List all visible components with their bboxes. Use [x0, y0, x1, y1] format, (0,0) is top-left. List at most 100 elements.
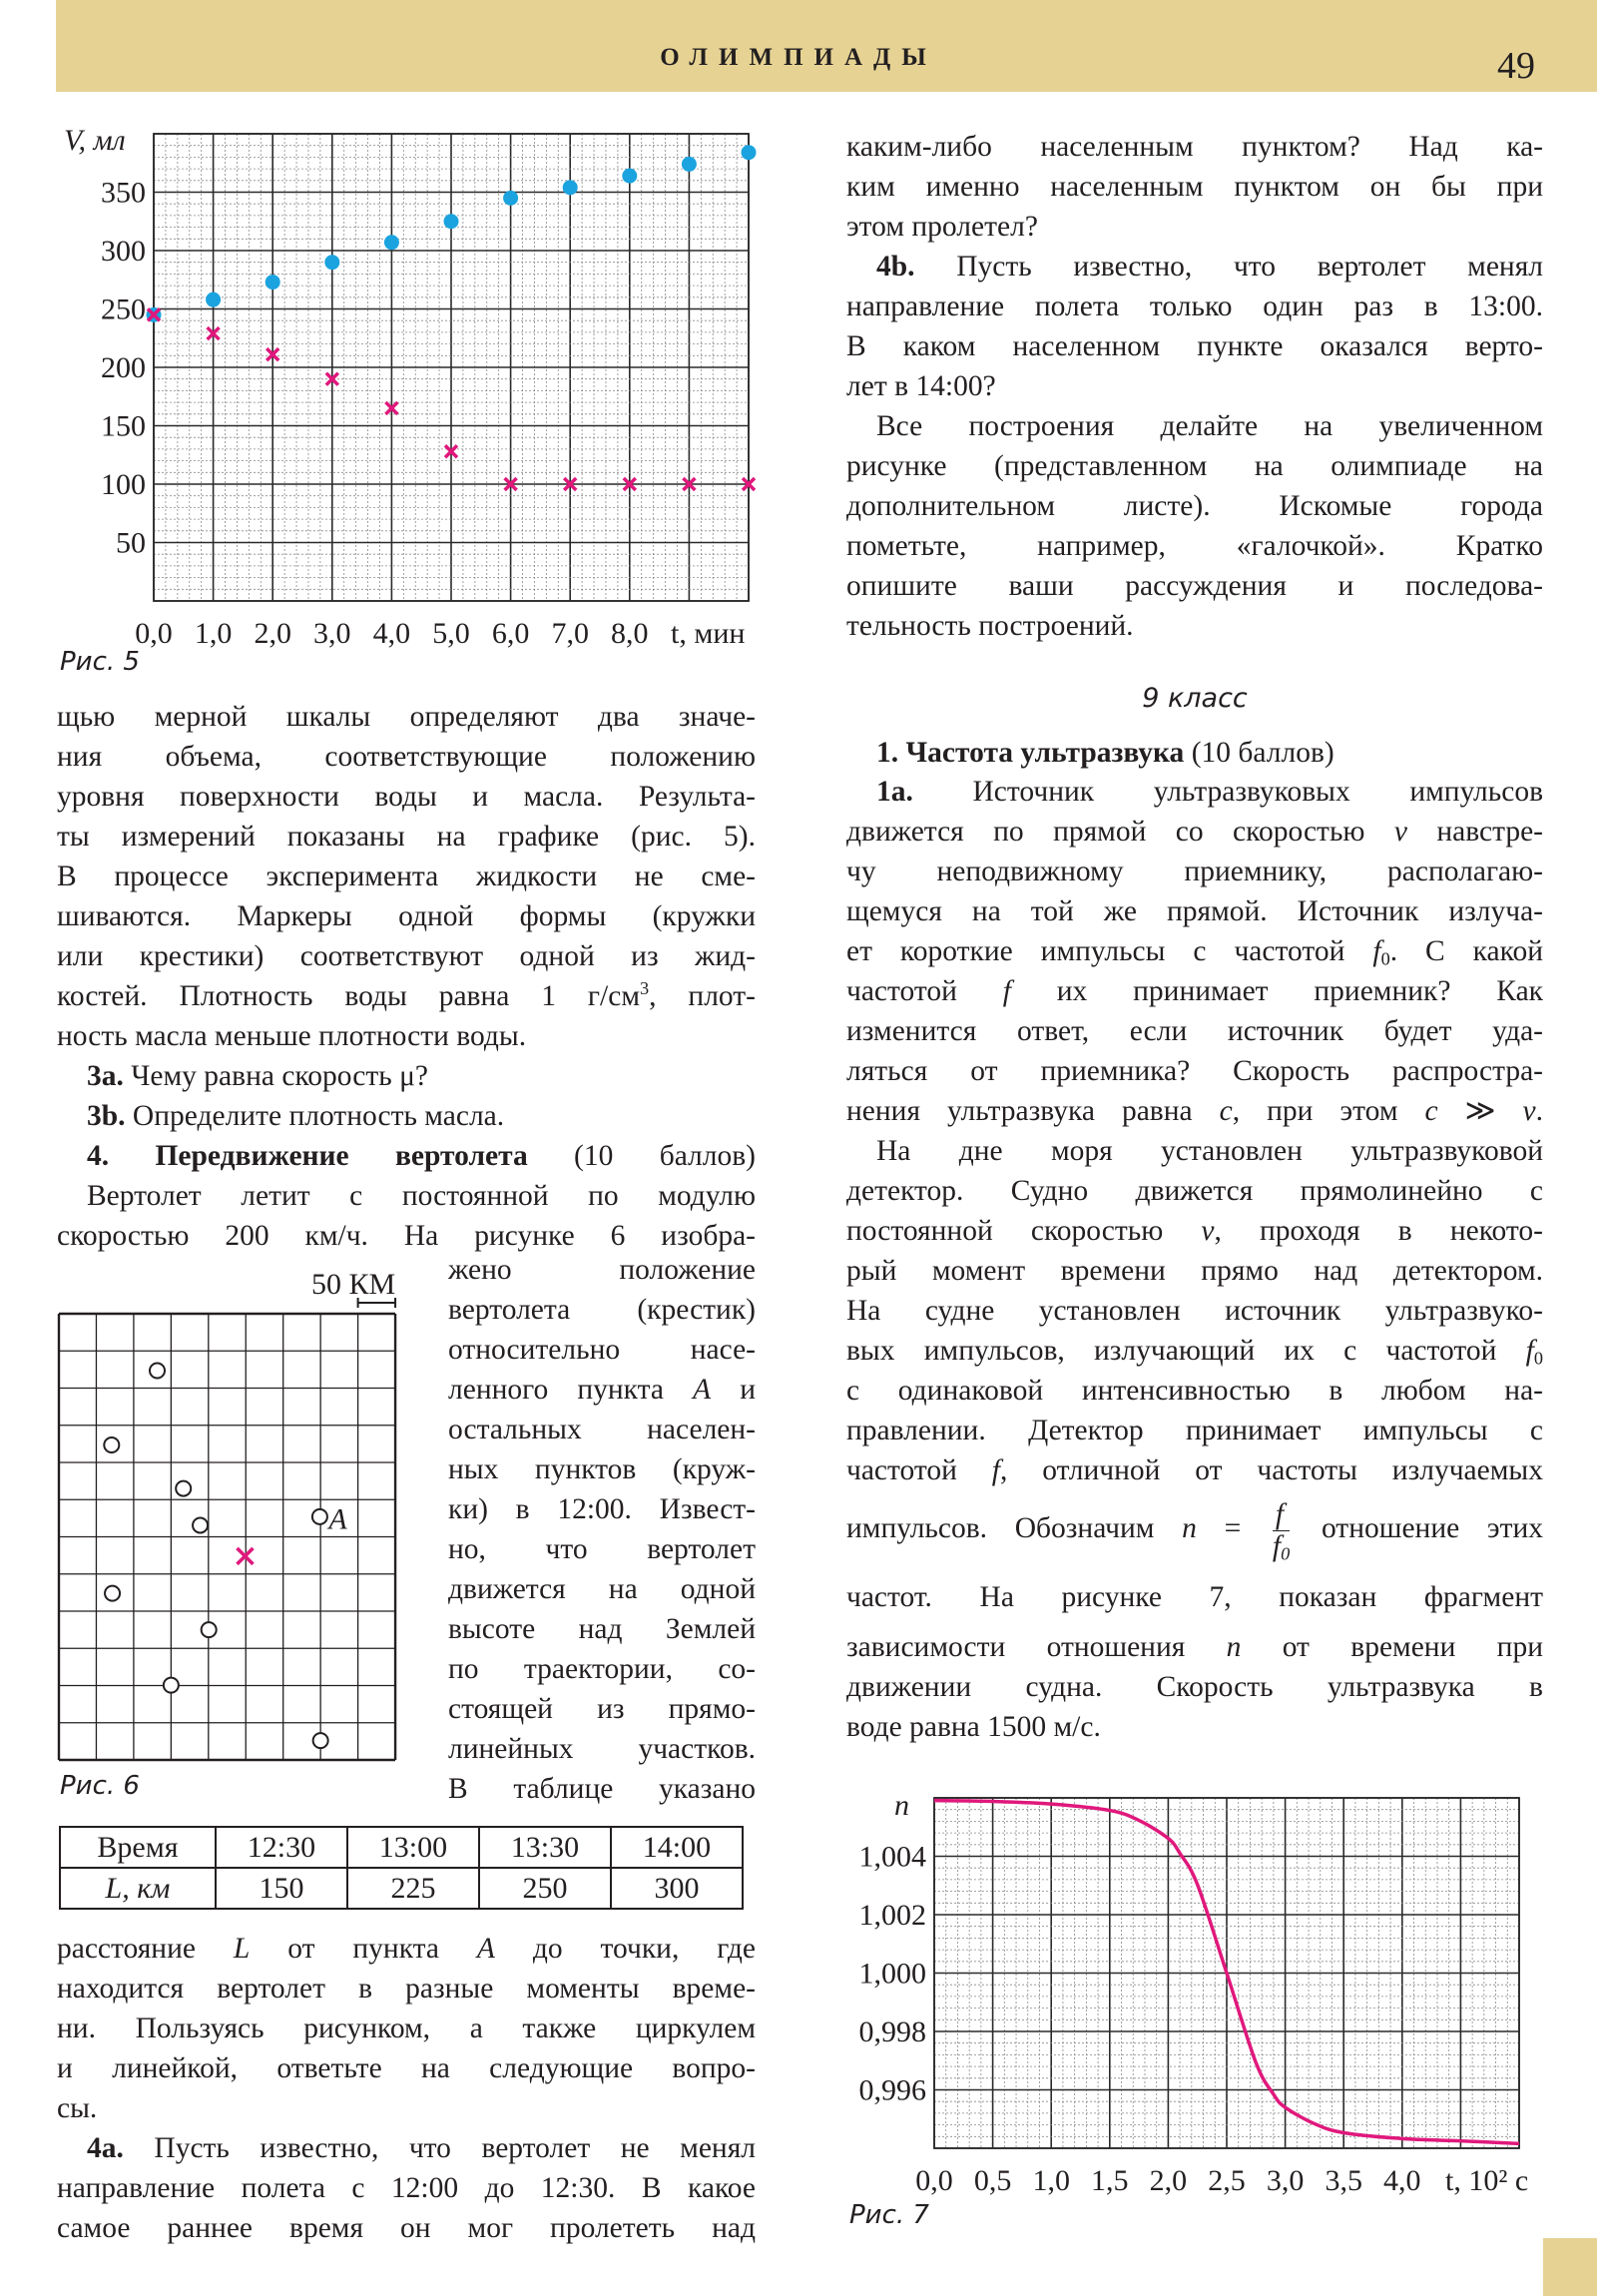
paragraph-ratio-definition: импульсов. Обозначим n = f f0 отношение э… [846, 1492, 1543, 1564]
text-run: движется на одной [448, 1573, 756, 1605]
bold-run: 4. Передвижение вертолета [87, 1140, 528, 1172]
x-tick-label: 7,0 [551, 617, 589, 650]
text-run: пометьте, например, «галочкой». Кратко [846, 530, 1543, 562]
text-run: В таблице указано [448, 1773, 756, 1805]
town-marker [162, 1676, 180, 1694]
header-band [56, 0, 1597, 92]
text-line: правлении. Детектор принимает импульсы с [846, 1411, 1543, 1450]
section-grade-label: 9 класс [1142, 683, 1248, 714]
text-line: ляться от приемника? Скорость распростра… [846, 1051, 1543, 1091]
y-tick-label: 1,000 [859, 1958, 927, 1991]
subscript: 0 [1533, 1348, 1543, 1369]
data-point-cross [741, 476, 757, 492]
corner-tab [1543, 2238, 1597, 2296]
town-marker [311, 1732, 329, 1750]
plot-frame [933, 1797, 1520, 2149]
math-variable: f [1002, 975, 1011, 1007]
text-run: направление полета с 12:00 до 12:30. В к… [57, 2172, 756, 2204]
town-a-marker [310, 1507, 328, 1525]
math-variable: v [1201, 1215, 1215, 1247]
text-run: (10 баллов) [1184, 737, 1334, 769]
figure-6-caption: Рис. 6 [60, 1771, 140, 1801]
text-run: расстояние [57, 1933, 234, 1965]
text-line: относительно насе- [448, 1330, 756, 1370]
data-point-cross [443, 444, 459, 459]
text-line: 4. Передвижение вертолета (10 баллов) [57, 1136, 756, 1176]
x-tick-label: 1,0 [195, 617, 233, 650]
text-run: Пусть известно, что вертолет менял [914, 251, 1543, 283]
text-line: движется на одной [448, 1569, 756, 1609]
text-run: ленного пункта [448, 1374, 694, 1406]
y-tick-label: 0,996 [859, 2074, 927, 2107]
table-cell: 14:00 [609, 1826, 745, 1869]
math-variable: c [1424, 1095, 1438, 1127]
text-run: ки) в 12:00. Извест- [448, 1493, 756, 1525]
paragraph-fig7-ref: частот. На рисунке 7, показан фрагмент [846, 1577, 1543, 1617]
text-run: скоростью 200 км/ч. На рисунке 6 изобра- [57, 1220, 756, 1252]
text-line: изменится ответ, если источник будет уда… [846, 1011, 1543, 1051]
text-run: навстре- [1406, 816, 1543, 848]
x-tick-label: 1,5 [1091, 2164, 1129, 2197]
town-marker [192, 1516, 210, 1534]
text-line: 3a. Чему равна скорость μ? [57, 1056, 756, 1096]
data-point-cross [682, 476, 697, 492]
text-line: ных пунктов (круж- [448, 1449, 756, 1489]
text-run: уровня поверхности воды и масла. Результ… [57, 781, 756, 813]
table-cell: 225 [345, 1867, 480, 1910]
text-line: ни. Пользуясь рисунком, а также циркулем [57, 2009, 756, 2048]
text-line: Вертолет летит с постоянной по модулю [57, 1176, 756, 1216]
text-line: или крестики) соответствуют одной из жид… [57, 936, 756, 976]
data-point-cross [622, 476, 638, 492]
text-run: Пусть известно, что вертолет не менял [123, 2132, 756, 2164]
text-line: направление полета с 12:00 до 12:30. В к… [57, 2168, 756, 2208]
math-variable: f [1525, 1335, 1534, 1367]
y-axis-label: V, мл [64, 124, 126, 157]
town-marker [104, 1584, 122, 1602]
x-tick-label: 3,0 [1267, 2164, 1305, 2197]
text-run: изменится ответ, если источник будет уда… [846, 1015, 1543, 1047]
text-line: остальных населен- [448, 1410, 756, 1449]
text-line: костей. Плотность воды равна 1 г/см3, пл… [57, 976, 756, 1016]
text-line: и линейкой, ответьте на следующие вопро- [57, 2048, 756, 2088]
text-run: сы. [57, 2092, 98, 2124]
text-line: частотой f их принимает приемник? Как [846, 971, 1543, 1011]
text-line: щью мерной шкалы определяют два значе- [57, 697, 756, 737]
table-cell: 13:30 [477, 1826, 612, 1869]
text-run: Все построения делайте на увеличенном [876, 410, 1543, 442]
text-run: = [1196, 1512, 1269, 1544]
text-line: воде равна 1500 м/с. [846, 1707, 1543, 1747]
data-point-circle [443, 214, 459, 230]
table-cell: 13:00 [345, 1826, 480, 1869]
y-tick-label: 250 [101, 293, 146, 326]
data-point-circle [622, 168, 638, 184]
text-line: нения ультразвука равна c, при этом c ≫ … [846, 1091, 1543, 1131]
text-line: рый момент времени прямо над детектором. [846, 1251, 1543, 1291]
bold-run: 4b. [876, 251, 915, 283]
math-variable: v [1393, 816, 1407, 848]
data-point-cross [562, 476, 578, 492]
text-run: движется по прямой со скоростью [846, 816, 1394, 848]
x-tick-label: 2,5 [1208, 2164, 1246, 2197]
text-run: опишите ваши рассуждения и последова- [846, 570, 1543, 602]
text-run: щемуся на той же прямой. Источник излуча… [846, 895, 1543, 927]
text-line: направление полета только один раз в 13:… [846, 287, 1543, 326]
y-tick-label: 1,002 [859, 1899, 927, 1932]
math-variable: A [476, 1933, 495, 1965]
town-a-label: A [326, 1502, 347, 1535]
text-run: . [1535, 1095, 1543, 1127]
x-tick-label: 3,0 [313, 617, 351, 650]
town-marker [200, 1621, 218, 1639]
bold-run: 3a. [87, 1060, 124, 1092]
y-tick-label: 150 [101, 410, 146, 443]
text-run: их принимает приемник? Как [1010, 975, 1543, 1007]
text-line: частот. На рисунке 7, показан фрагмент [846, 1577, 1543, 1617]
text-run: щью мерной шкалы определяют два значе- [57, 701, 756, 733]
math-variable: c [1219, 1095, 1233, 1127]
y-axis-label: n [894, 1789, 909, 1822]
data-point-circle [324, 255, 340, 271]
x-tick-label: 1,0 [1032, 2164, 1070, 2197]
text-run: зависимости отношения [846, 1631, 1227, 1663]
text-run: шиваются. Маркеры одной формы (кружки [57, 900, 756, 932]
x-tick-label: 3,5 [1325, 2164, 1362, 2197]
text-run: дополнительном листе). Искомые города [846, 490, 1543, 522]
